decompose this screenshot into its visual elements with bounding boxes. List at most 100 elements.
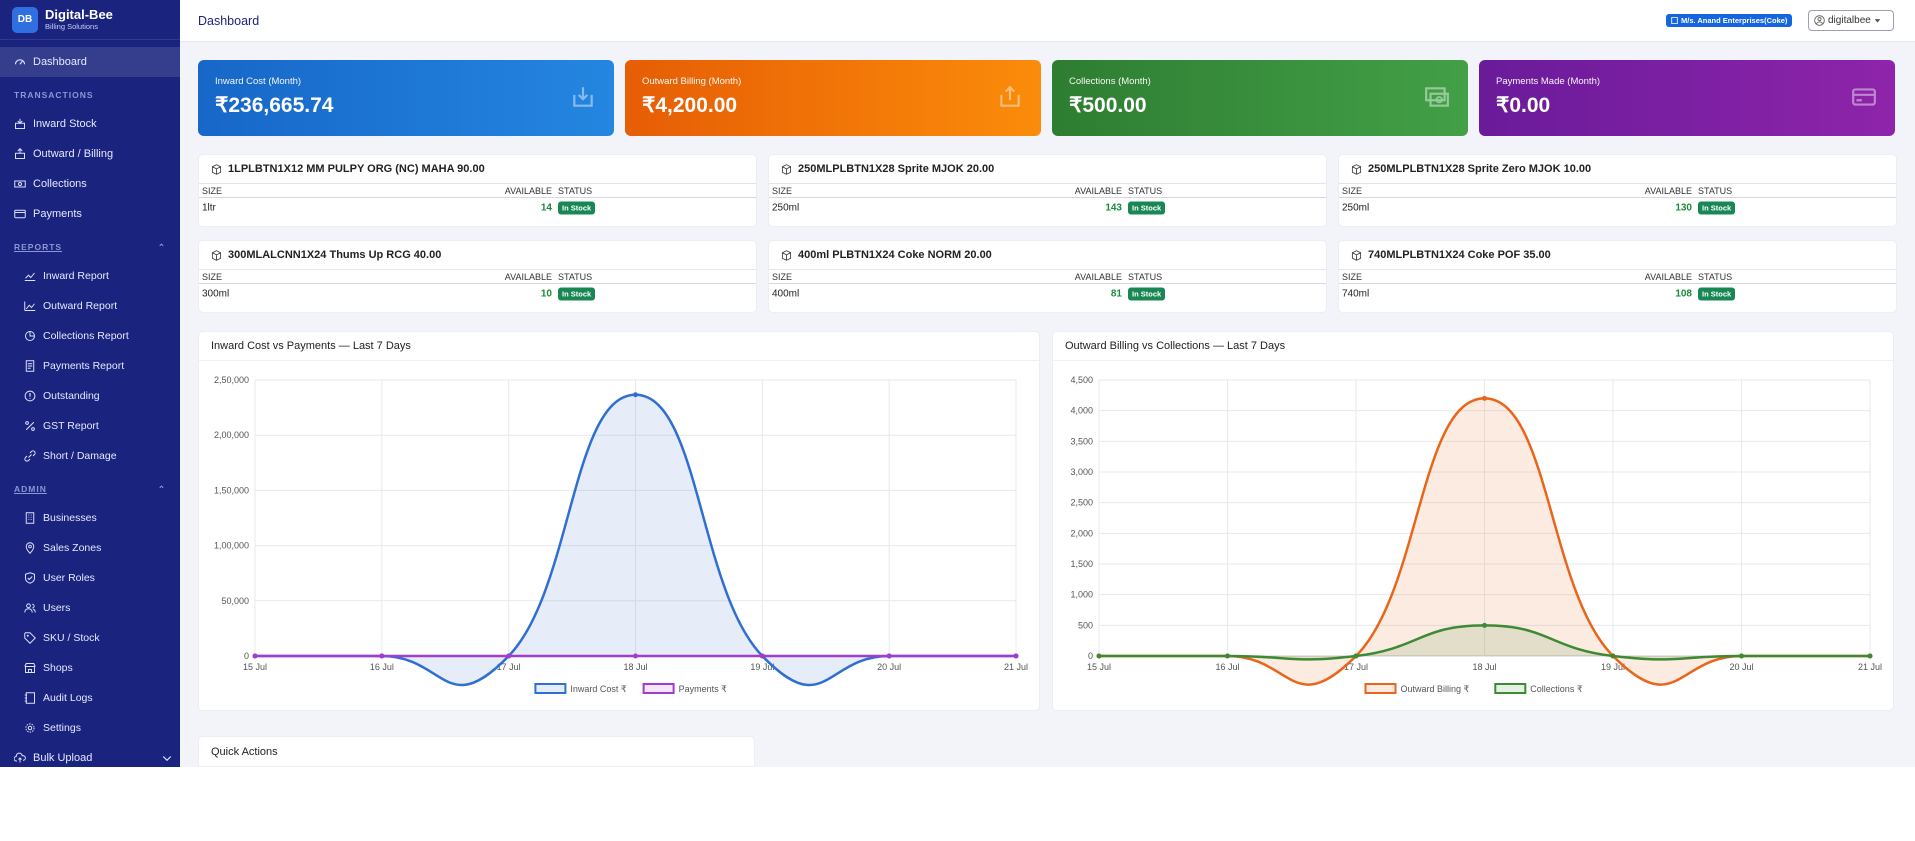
- data-point: [1739, 653, 1744, 659]
- business-badge[interactable]: M/s. Anand Enterprises(Coke): [1666, 14, 1793, 27]
- map-pin-icon: [25, 542, 35, 554]
- sidebar-item-inward-report[interactable]: Inward Report: [0, 261, 180, 291]
- data-point: [1482, 622, 1487, 628]
- y-tick-label: 1,500: [1070, 559, 1093, 569]
- quick-actions-card: Quick Actions: [198, 736, 755, 767]
- business-name: M/s. Anand Enterprises(Coke): [1681, 16, 1788, 25]
- chart-outward-vs-collections: 0 500 1,000 1,500 2,000 2,500 3,000 3,500 4,000 4…: [1070, 375, 1882, 694]
- status-badge: In Stock: [1698, 287, 1736, 301]
- stock-size: 300ml: [202, 288, 230, 300]
- sidebar-item-label: Outstanding: [43, 390, 100, 402]
- upload-icon: [1000, 85, 1020, 107]
- sidebar-item-collections[interactable]: Collections: [0, 169, 180, 199]
- sidebar-item-shops[interactable]: Shops: [0, 653, 180, 683]
- stock-available: 143: [1105, 202, 1122, 214]
- stock-table-header: SIZE AVAILABLE STATUS: [199, 183, 756, 198]
- sidebar-item-label: Users: [43, 602, 71, 614]
- legend-swatch: [1494, 683, 1527, 694]
- stock-card-title: 400ml PLBTN1X24 Coke NORM 20.00: [769, 241, 1326, 269]
- x-tick-label: 21 Jul: [1858, 662, 1882, 672]
- sidebar-item-businesses[interactable]: Businesses: [0, 503, 180, 533]
- sidebar-item-label: Inward Report: [43, 270, 109, 282]
- kpi-outward-billing: Outward Billing (Month) ₹4,200.00: [625, 60, 1041, 136]
- sidebar-item-short-damage[interactable]: Short / Damage: [0, 441, 180, 471]
- data-point: [1610, 653, 1616, 659]
- stock-table-header: SIZE AVAILABLE STATUS: [199, 269, 756, 284]
- sidebar-item-collections-report[interactable]: Collections Report: [0, 321, 180, 351]
- line-chart-icon: [24, 272, 36, 281]
- kpi-label: Payments Made (Month): [1496, 76, 1601, 87]
- stock-card: 250MLPLBTN1X28 Sprite MJOK 20.00 SIZE AV…: [768, 154, 1327, 227]
- sidebar-item-sales-zones[interactable]: Sales Zones: [0, 533, 180, 563]
- sidebar-item-label: User Roles: [43, 572, 95, 584]
- card-icon: [14, 209, 26, 219]
- sidebar-item-gst-report[interactable]: GST Report: [0, 411, 180, 441]
- y-tick-label: 0: [1088, 651, 1093, 661]
- sidebar-item-label: Settings: [43, 722, 81, 734]
- x-tick-label: 17 Jul: [1344, 662, 1368, 672]
- sidebar-item-label: Sales Zones: [43, 542, 102, 554]
- sidebar-item-payments-report[interactable]: Payments Report: [0, 351, 180, 381]
- y-tick-label: 2,000: [1070, 528, 1093, 538]
- brand[interactable]: DB Digital-Bee Billing Solutions: [0, 0, 180, 40]
- kpi-payments-made: Payments Made (Month) ₹0.00: [1479, 60, 1895, 136]
- box-icon: [211, 249, 222, 261]
- x-tick-label: 18 Jul: [623, 662, 647, 672]
- percent-icon: [25, 421, 35, 431]
- x-tick-label: 19 Jul: [750, 662, 774, 672]
- sidebar-item-payments[interactable]: Payments: [0, 199, 180, 229]
- section-admin[interactable]: ADMIN ⌃: [14, 483, 166, 495]
- x-tick-label: 17 Jul: [497, 662, 521, 672]
- cash-stack-icon: [1425, 87, 1449, 107]
- sidebar-item-users[interactable]: Users: [0, 593, 180, 623]
- sidebar-item-label: Businesses: [43, 512, 97, 524]
- y-tick-label: 500: [1078, 620, 1093, 630]
- sidebar-item-outward-billing[interactable]: Outward / Billing: [0, 139, 180, 169]
- data-point: [886, 653, 892, 659]
- data-point: [379, 653, 385, 659]
- sidebar-item-outward-report[interactable]: Outward Report: [0, 291, 180, 321]
- sidebar-item-sku-stock[interactable]: SKU / Stock: [0, 623, 180, 653]
- status-badge: In Stock: [558, 287, 596, 301]
- sidebar-item-inward-stock[interactable]: Inward Stock: [0, 109, 180, 139]
- stock-table-header: SIZE AVAILABLE STATUS: [1339, 183, 1896, 198]
- sidebar: DB Digital-Bee Billing Solutions Dashboa…: [0, 0, 180, 767]
- x-tick-label: 15 Jul: [243, 662, 267, 672]
- data-point: [1225, 653, 1230, 659]
- stock-size: 1ltr: [202, 202, 216, 214]
- journal-icon: [24, 692, 35, 704]
- stock-card-title: 300MLALCNN1X24 Thums Up RCG 40.00: [199, 241, 756, 269]
- sidebar-item-dashboard[interactable]: Dashboard: [0, 47, 180, 77]
- section-reports[interactable]: REPORTS ⌃: [14, 241, 166, 253]
- x-tick-label: 20 Jul: [877, 662, 901, 672]
- sidebar-item-audit-logs[interactable]: Audit Logs: [0, 683, 180, 713]
- status-badge: In Stock: [1128, 287, 1166, 301]
- user-name: digitalbee: [1828, 15, 1871, 26]
- user-menu-button[interactable]: digitalbee: [1808, 10, 1894, 31]
- sidebar-item-label: Bulk Upload: [33, 752, 93, 764]
- box-icon: [781, 163, 792, 175]
- sidebar-item-label: Inward Stock: [33, 118, 97, 130]
- speedometer-icon: [14, 59, 26, 65]
- kpi-inward-cost: Inward Cost (Month) ₹236,665.74: [198, 60, 614, 136]
- legend-label: Payments ₹: [679, 684, 728, 694]
- sidebar-item-bulk-upload[interactable]: Bulk Upload: [0, 743, 180, 767]
- sidebar-item-user-roles[interactable]: User Roles: [0, 563, 180, 593]
- stock-size: 250ml: [772, 202, 800, 214]
- stock-size: 400ml: [772, 288, 800, 300]
- series-area: [255, 394, 1016, 686]
- data-point: [1482, 395, 1487, 401]
- y-tick-label: 4,500: [1070, 375, 1093, 385]
- sidebar-item-outstanding[interactable]: Outstanding: [0, 381, 180, 411]
- kpi-collections: Collections (Month) ₹500.00: [1052, 60, 1468, 136]
- kpi-value: ₹500.00: [1069, 94, 1147, 117]
- cloud-upload-icon: [14, 752, 26, 763]
- tag-icon: [24, 632, 36, 644]
- users-icon: [24, 603, 36, 613]
- sidebar-item-settings[interactable]: Settings: [0, 713, 180, 743]
- sidebar-item-label: Audit Logs: [43, 692, 93, 704]
- brand-logo: DB: [12, 6, 38, 33]
- building-icon: [25, 512, 35, 524]
- sidebar-item-label: Payments: [33, 208, 82, 220]
- stock-available: 108: [1675, 288, 1692, 300]
